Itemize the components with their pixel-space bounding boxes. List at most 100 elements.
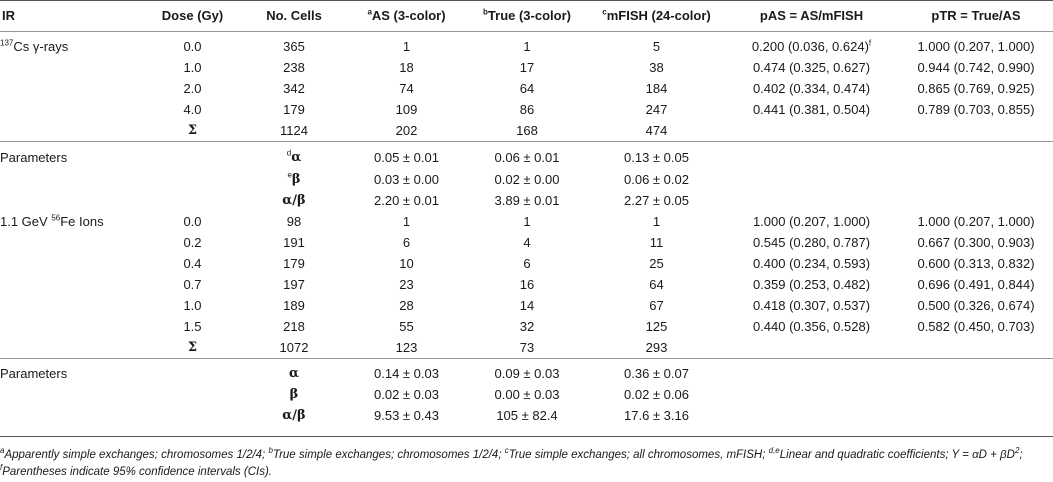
as-cell: 0.14 ± 0.03 xyxy=(374,366,439,381)
ptr-cell: 1.000 (0.207, 1.000) xyxy=(917,214,1035,229)
as-cell: 123 xyxy=(395,340,418,355)
as-cell: 0.02 ± 0.03 xyxy=(374,387,439,402)
pas-cell: 0.418 (0.307, 0.537) xyxy=(752,298,871,313)
mfish-cell: 0.06 ± 0.02 xyxy=(624,171,689,187)
col-true-header: bTrue (3-color) xyxy=(483,7,571,23)
param-symbol: α/β xyxy=(282,408,306,423)
mfish-cell: 64 xyxy=(649,277,664,292)
as-cell: 202 xyxy=(395,123,418,138)
cells-cell: 98 xyxy=(286,214,302,229)
true-cell: 4 xyxy=(523,235,531,250)
mfish-cell: 0.02 ± 0.06 xyxy=(624,387,689,402)
col-ptr-header: pTR = True/AS xyxy=(931,8,1021,23)
as-cell: 1 xyxy=(402,39,411,54)
true-cell: 14 xyxy=(519,298,535,313)
true-cell: 168 xyxy=(516,123,538,138)
true-cell: 17 xyxy=(519,60,535,75)
param-row: Parameters dα 0.05 ± 0.01 0.06 ± 0.01 0.… xyxy=(0,141,1053,169)
pas-cell: 0.200 (0.036, 0.624)f xyxy=(751,38,872,54)
as-cell: 18 xyxy=(399,60,414,75)
table-row: 1.5 218 55 32 125 0.440 (0.356, 0.528) 0… xyxy=(0,316,1053,337)
dose-cell: 0.2 xyxy=(183,235,202,250)
as-cell: 23 xyxy=(399,277,414,292)
table-row: 4.0 179 109 86 247 0.441 (0.381, 0.504) … xyxy=(0,99,1053,120)
table-row: 1.0 238 18 17 38 0.474 (0.325, 0.627) 0.… xyxy=(0,57,1053,78)
results-table: IR Dose (Gy) No. Cells aAS (3-color) bTr… xyxy=(0,0,1053,423)
dose-cell: 1.0 xyxy=(183,298,202,313)
pas-cell: 0.474 (0.325, 0.627) xyxy=(752,60,871,75)
ptr-cell: 0.789 (0.703, 0.855) xyxy=(917,102,1035,117)
cells-cell: 238 xyxy=(283,60,305,75)
param-row: α/β 2.20 ± 0.01 3.89 ± 0.01 2.27 ± 0.05 xyxy=(0,190,1053,211)
dose-cell: 0.4 xyxy=(183,256,202,271)
ptr-cell: 0.582 (0.450, 0.703) xyxy=(917,319,1035,334)
mfish-cell: 25 xyxy=(649,256,664,271)
sum-symbol: Σ xyxy=(187,340,198,355)
as-cell: 6 xyxy=(402,235,411,250)
ptr-cell: 0.865 (0.769, 0.925) xyxy=(917,81,1035,96)
cells-cell: 1072 xyxy=(279,340,309,355)
true-cell: 0.09 ± 0.03 xyxy=(494,366,560,381)
cells-cell: 179 xyxy=(283,256,305,271)
param-row: eβ 0.03 ± 0.00 0.02 ± 0.00 0.06 ± 0.02 xyxy=(0,168,1053,190)
header-row: IR Dose (Gy) No. Cells aAS (3-color) bTr… xyxy=(0,0,1053,32)
true-cell: 6 xyxy=(523,256,531,271)
parameters-label: Parameters xyxy=(0,149,68,165)
sum-row: Σ 1072 123 73 293 xyxy=(0,337,1053,359)
true-cell: 0.06 ± 0.01 xyxy=(494,149,560,165)
cells-cell: 342 xyxy=(283,81,305,96)
dose-cell: 0.7 xyxy=(183,277,202,292)
sum-symbol: Σ xyxy=(187,123,198,138)
ptr-cell: 0.944 (0.742, 0.990) xyxy=(917,60,1035,75)
param-symbol: α xyxy=(288,366,299,381)
true-cell: 32 xyxy=(519,319,535,334)
col-pas-header: pAS = AS/mFISH xyxy=(759,8,864,23)
ptr-cell: 0.696 (0.491, 0.844) xyxy=(917,277,1035,292)
table-row: 0.2 191 6 4 11 0.545 (0.280, 0.787) 0.66… xyxy=(0,232,1053,253)
table-row: 1.0 189 28 14 67 0.418 (0.307, 0.537) 0.… xyxy=(0,295,1053,316)
table-row: 1.1 GeV 56Fe Ions 0.0 98 1 1 1 1.000 (0.… xyxy=(0,211,1053,232)
mfish-cell: 474 xyxy=(645,123,668,138)
true-cell: 73 xyxy=(519,340,535,355)
pas-cell: 0.402 (0.334, 0.474) xyxy=(752,81,871,96)
dose-cell: 2.0 xyxy=(183,81,202,96)
ptr-cell: 0.667 (0.300, 0.903) xyxy=(917,235,1035,250)
dose-cell: 0.0 xyxy=(183,214,202,229)
true-cell: 86 xyxy=(519,102,535,117)
mfish-cell: 0.13 ± 0.05 xyxy=(624,149,689,165)
true-cell: 16 xyxy=(519,277,535,292)
as-cell: 109 xyxy=(395,102,418,117)
mfish-cell: 17.6 ± 3.16 xyxy=(624,408,689,423)
table-row: 0.4 179 10 6 25 0.400 (0.234, 0.593) 0.6… xyxy=(0,253,1053,274)
param-symbol: dα xyxy=(286,148,302,165)
mfish-cell: 11 xyxy=(649,235,664,250)
param-symbol: α/β xyxy=(282,193,306,208)
true-cell: 0.00 ± 0.03 xyxy=(494,387,560,402)
mfish-cell: 38 xyxy=(649,60,664,75)
cells-cell: 218 xyxy=(283,319,305,334)
ptr-cell: 0.500 (0.326, 0.674) xyxy=(917,298,1035,313)
dose-cell: 1.5 xyxy=(183,319,202,334)
as-cell: 74 xyxy=(399,81,414,96)
col-ir-header: IR xyxy=(2,8,15,23)
cells-cell: 189 xyxy=(283,298,305,313)
dose-cell: 4.0 xyxy=(183,102,202,117)
table-row: 0.7 197 23 16 64 0.359 (0.253, 0.482) 0.… xyxy=(0,274,1053,295)
cs-label: 137Cs γ-rays xyxy=(0,38,69,54)
cells-cell: 365 xyxy=(283,39,305,54)
cells-cell: 179 xyxy=(283,102,305,117)
true-cell: 1 xyxy=(523,39,531,54)
as-cell: 10 xyxy=(399,256,414,271)
as-cell: 28 xyxy=(399,298,414,313)
pas-cell: 0.440 (0.356, 0.528) xyxy=(752,319,871,334)
pas-cell: 0.359 (0.253, 0.482) xyxy=(752,277,871,292)
true-cell: 1 xyxy=(523,214,531,229)
as-cell: 2.20 ± 0.01 xyxy=(374,193,439,208)
cells-cell: 191 xyxy=(283,235,305,250)
table-footnote: aApparently simple exchanges; chromosome… xyxy=(0,436,1053,481)
parameters-label: Parameters xyxy=(0,366,68,381)
dose-cell: 1.0 xyxy=(183,60,202,75)
as-cell: 9.53 ± 0.43 xyxy=(374,408,439,423)
table-row: 2.0 342 74 64 184 0.402 (0.334, 0.474) 0… xyxy=(0,78,1053,99)
